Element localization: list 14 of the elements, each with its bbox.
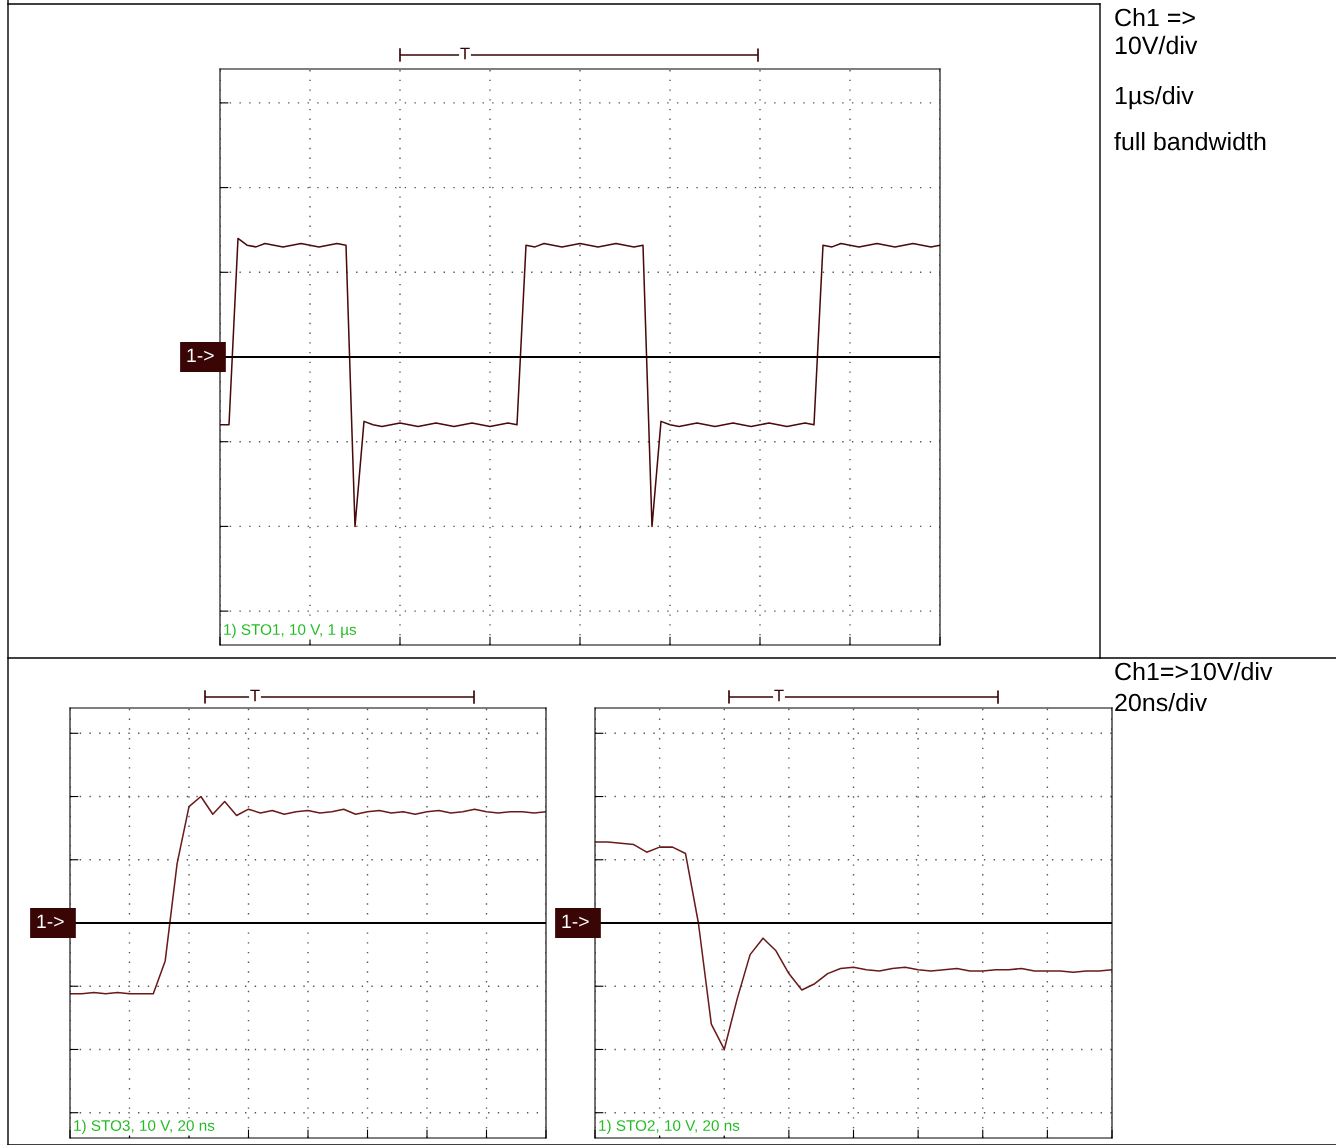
text: 20ns/div: [1115, 693, 1208, 712]
text: T: [250, 689, 260, 702]
text: 1->: [37, 914, 64, 929]
text: T: [774, 689, 784, 702]
text: 1->: [562, 914, 589, 929]
text: Ch1=>10V/div: [1115, 662, 1273, 681]
text: 1) STO1, 10 V, 1 µs: [224, 623, 357, 638]
text: 1µs/div: [1115, 86, 1194, 110]
text: T: [460, 47, 470, 60]
text: 1) STO3, 10 V, 20 ns: [74, 1119, 215, 1134]
text: full bandwidth: [1114, 132, 1266, 151]
text: 1->: [187, 348, 214, 363]
text: Ch1 => 10V/div: [1115, 8, 1198, 55]
text: 1) STO2, 10 V, 20 ns: [599, 1119, 740, 1134]
